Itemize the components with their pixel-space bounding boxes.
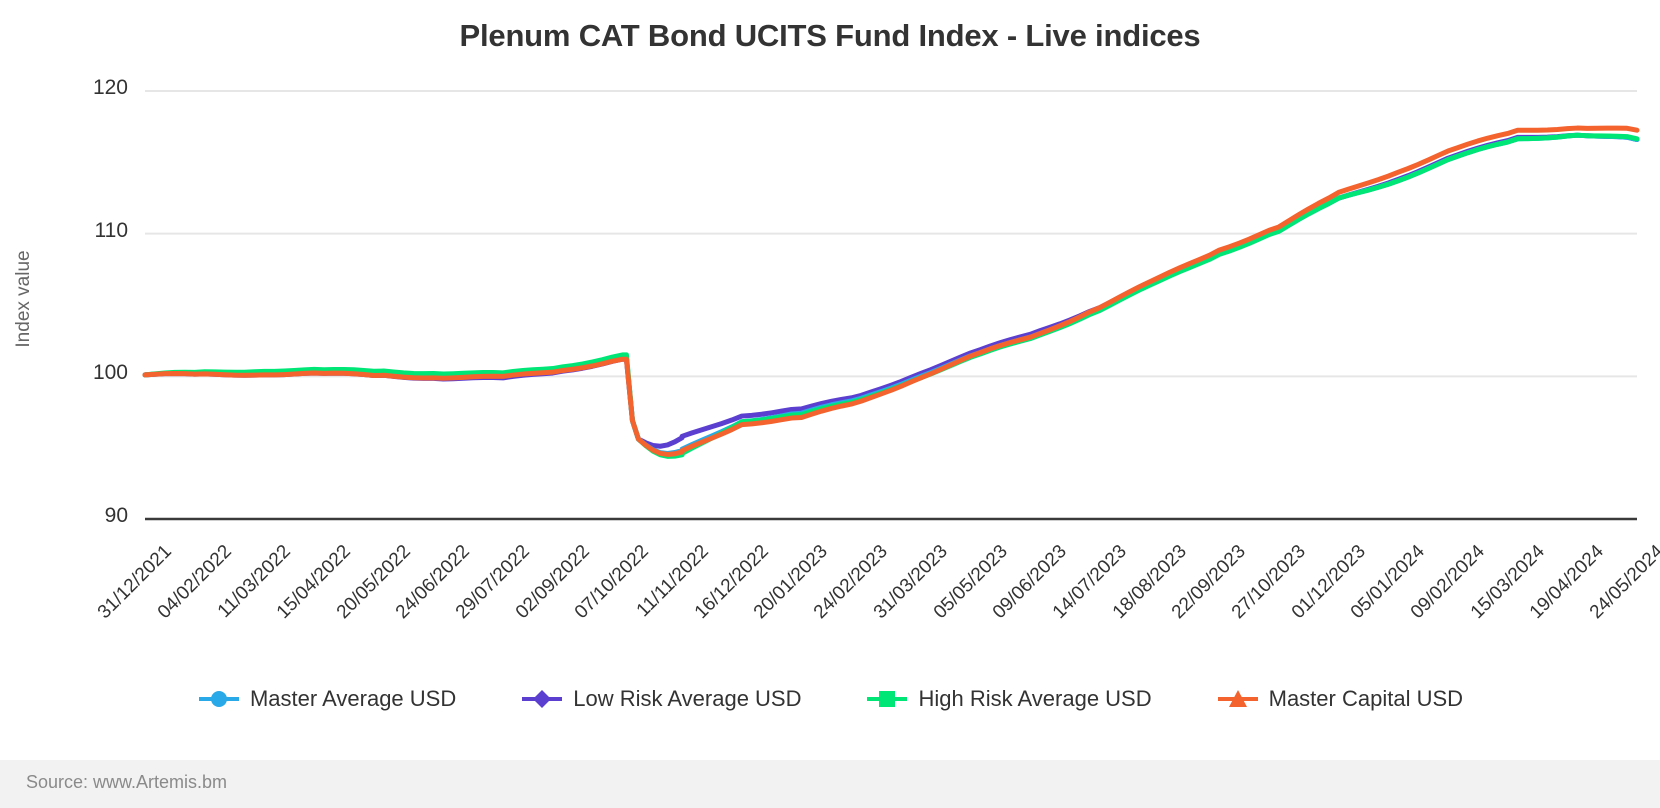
legend-label: Master Average USD — [249, 686, 457, 711]
x-axis-tick-labels: 31/12/2021 04/02/2022 11/03/2022 15/04/2022… — [0, 519, 1660, 679]
legend-label: Master Capital USD — [1268, 686, 1464, 711]
gridlines — [145, 90, 1637, 521]
legend-item-master-capital-usd[interactable]: Master Capital USD — [1216, 686, 1463, 712]
triangle-marker-icon — [1217, 690, 1258, 707]
chart-legend: Master Average USD Low Risk Average USD Hi… — [0, 686, 1660, 712]
series-lines — [142, 125, 1640, 459]
y-tick-110: 110 — [94, 218, 128, 242]
source-text: Source: www.Artemis.bm — [26, 772, 228, 792]
source-bar — [0, 760, 1660, 808]
y-tick-100: 100 — [92, 361, 128, 385]
series-line-low-risk-average-usd — [142, 132, 1640, 449]
legend-item-low-risk-average-usd[interactable]: Low Risk Average USD — [520, 686, 801, 712]
square-marker-icon — [867, 691, 908, 707]
diamond-marker-icon — [522, 690, 563, 708]
legend-label: Low Risk Average USD — [573, 686, 802, 711]
chart-title: Plenum CAT Bond UCITS Fund Index - Live … — [459, 18, 1201, 53]
legend-item-high-risk-average-usd[interactable]: High Risk Average USD — [865, 686, 1152, 712]
y-tick-90: 90 — [104, 504, 128, 527]
y-tick-120: 120 — [92, 76, 128, 99]
series-line-master-capital-usd — [142, 125, 1640, 457]
series-line-high-risk-average-usd — [142, 132, 1640, 459]
circle-marker-icon — [198, 691, 239, 707]
legend-label: High Risk Average USD — [918, 686, 1152, 711]
series-line-master-average-usd — [142, 132, 1640, 457]
legend-item-master-average-usd[interactable]: Master Average USD — [197, 686, 456, 712]
plot-area — [142, 90, 1640, 521]
